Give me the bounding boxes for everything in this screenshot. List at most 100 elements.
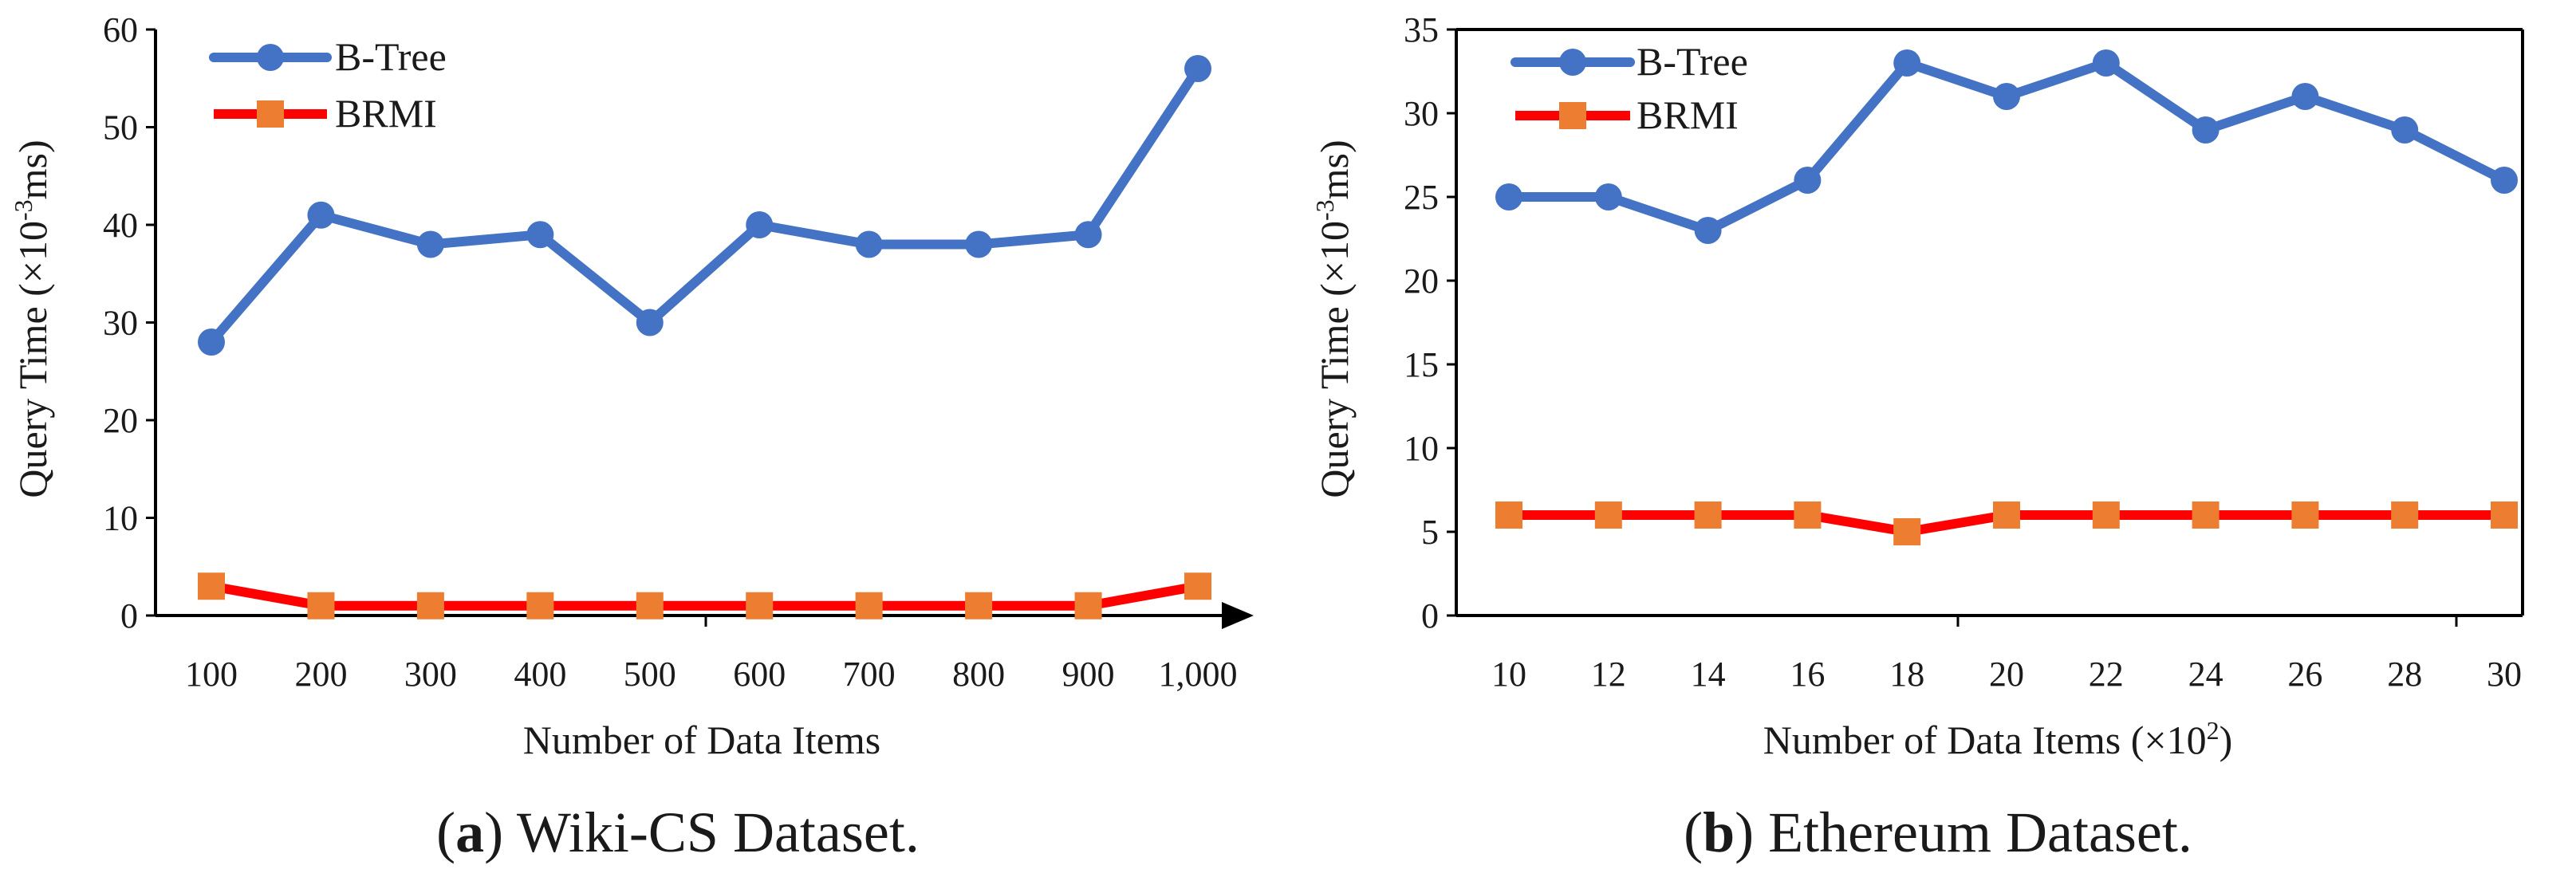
y-tick-label: 30 — [1404, 94, 1439, 133]
y-tick-label: 5 — [1421, 513, 1439, 552]
data-point-brmi — [1594, 502, 1622, 529]
x-tick-label: 18 — [1889, 655, 1924, 694]
data-point-btree — [2491, 167, 2518, 194]
y-tick-label: 60 — [103, 10, 138, 49]
x-tick-label: 400 — [514, 655, 566, 694]
y-tick-label: 25 — [1404, 178, 1439, 217]
x-tick-label: 16 — [1790, 655, 1825, 694]
x-tick-label: 22 — [2089, 655, 2124, 694]
data-point-brmi — [1184, 572, 1211, 600]
data-point-btree — [2192, 116, 2220, 144]
data-point-brmi — [416, 592, 444, 620]
y-tick-label: 0 — [120, 596, 138, 635]
data-point-brmi — [746, 592, 774, 620]
x-tick-label: 600 — [733, 655, 786, 694]
y-tick-label: 10 — [103, 499, 138, 538]
y-tick-label: 40 — [103, 206, 138, 245]
legend-marker-brmi — [257, 100, 284, 128]
data-point-btree — [1184, 55, 1211, 82]
series-line-btree — [207, 64, 1203, 347]
y-tick-label: 0 — [1421, 596, 1439, 635]
data-point-btree — [1074, 221, 1102, 249]
data-point-brmi — [307, 592, 335, 620]
y-tick-labels: 0 5 10 15 20 25 30 35 — [1404, 10, 1456, 635]
data-point-brmi — [2391, 502, 2419, 529]
data-point-btree — [1495, 183, 1522, 210]
x-tick-label: 900 — [1062, 655, 1115, 694]
data-point-btree — [1893, 49, 1921, 77]
x-tick-label: 14 — [1691, 655, 1726, 694]
series-group — [1495, 49, 2518, 545]
chart-wiki-cs: 0 10 20 30 40 50 60 100 200 300 400 500 600 700 800 90… — [9, 10, 1254, 864]
legend-label-btree: B-Tree — [1637, 39, 1748, 84]
data-point-brmi — [636, 592, 664, 620]
data-point-btree — [1993, 83, 2020, 110]
series-group — [198, 55, 1211, 620]
y-axis-title: Query Time (×10-3ms) — [9, 140, 55, 498]
data-point-brmi — [1794, 502, 1822, 529]
x-axis-arrow — [1222, 602, 1254, 629]
axes — [154, 30, 1254, 629]
axes — [1455, 28, 2524, 627]
x-tick-label: 26 — [2287, 655, 2322, 694]
data-point-brmi — [526, 592, 554, 620]
data-point-brmi — [1495, 502, 1522, 529]
legend-label-brmi: BRMI — [335, 91, 437, 136]
legend-item-btree: B-Tree — [1511, 39, 1748, 84]
data-point-btree — [1594, 183, 1622, 210]
legend-label-brmi: BRMI — [1637, 92, 1739, 137]
y-tick-labels: 0 10 20 30 40 50 60 — [103, 10, 156, 635]
x-tick-label: 28 — [2387, 655, 2422, 694]
legend-item-brmi: BRMI — [1515, 92, 1739, 137]
y-tick-label: 50 — [103, 108, 138, 148]
data-point-btree — [198, 328, 225, 356]
series-btree — [1495, 49, 2518, 244]
data-point-btree — [965, 230, 993, 258]
data-point-brmi — [1993, 502, 2020, 529]
legend-label-btree: B-Tree — [335, 34, 447, 79]
caption-a: (a) Wiki-CS Dataset. — [436, 800, 920, 864]
data-point-brmi — [2092, 502, 2120, 529]
data-point-brmi — [855, 592, 883, 620]
legend: B-Tree BRMI — [1511, 39, 1748, 137]
chart-ethereum: 0 5 10 15 20 25 30 35 10 12 14 16 18 20 22 24 26 28 30 Qu… — [1310, 10, 2524, 864]
data-point-brmi — [2491, 502, 2518, 529]
legend: B-Tree BRMI — [209, 34, 447, 136]
x-tick-label: 20 — [1989, 655, 2024, 694]
x-axis-title: Number of Data Items — [523, 718, 880, 762]
y-tick-label: 15 — [1404, 345, 1439, 384]
data-point-btree — [1794, 167, 1822, 194]
y-tick-label: 10 — [1404, 429, 1439, 468]
y-tick-label: 20 — [1404, 262, 1439, 301]
y-tick-label: 35 — [1404, 10, 1439, 49]
x-tick-label: 12 — [1591, 655, 1626, 694]
data-point-brmi — [198, 572, 225, 600]
y-axis-title: Query Time (×10-3ms) — [1310, 140, 1357, 498]
legend-item-brmi: BRMI — [214, 91, 437, 136]
data-point-brmi — [2192, 502, 2220, 529]
x-tick-label: 700 — [843, 655, 896, 694]
x-tick-labels: 100 200 300 400 500 600 700 800 900 1,000 — [185, 655, 1238, 694]
data-point-brmi — [965, 592, 993, 620]
y-tick-label: 30 — [103, 304, 138, 343]
x-tick-label: 500 — [624, 655, 676, 694]
series-brmi — [1495, 502, 2518, 545]
data-point-btree — [2391, 116, 2419, 144]
data-point-btree — [526, 221, 554, 249]
x-tick-labels: 10 12 14 16 18 20 22 24 26 28 30 — [1491, 655, 2522, 694]
x-tick-label: 30 — [2487, 655, 2522, 694]
legend-marker-brmi — [1559, 102, 1586, 129]
legend-marker-btree — [257, 44, 284, 71]
x-tick-label: 100 — [185, 655, 238, 694]
x-tick-label: 10 — [1491, 655, 1526, 694]
data-point-btree — [636, 309, 664, 336]
data-point-brmi — [1893, 518, 1921, 545]
data-point-btree — [416, 230, 444, 258]
data-point-btree — [746, 211, 774, 238]
x-tick-label: 1,000 — [1159, 655, 1238, 694]
data-point-btree — [855, 230, 883, 258]
caption-b: (b) Ethereum Dataset. — [1684, 800, 2192, 864]
data-point-brmi — [1074, 592, 1102, 620]
data-point-btree — [2092, 49, 2120, 77]
